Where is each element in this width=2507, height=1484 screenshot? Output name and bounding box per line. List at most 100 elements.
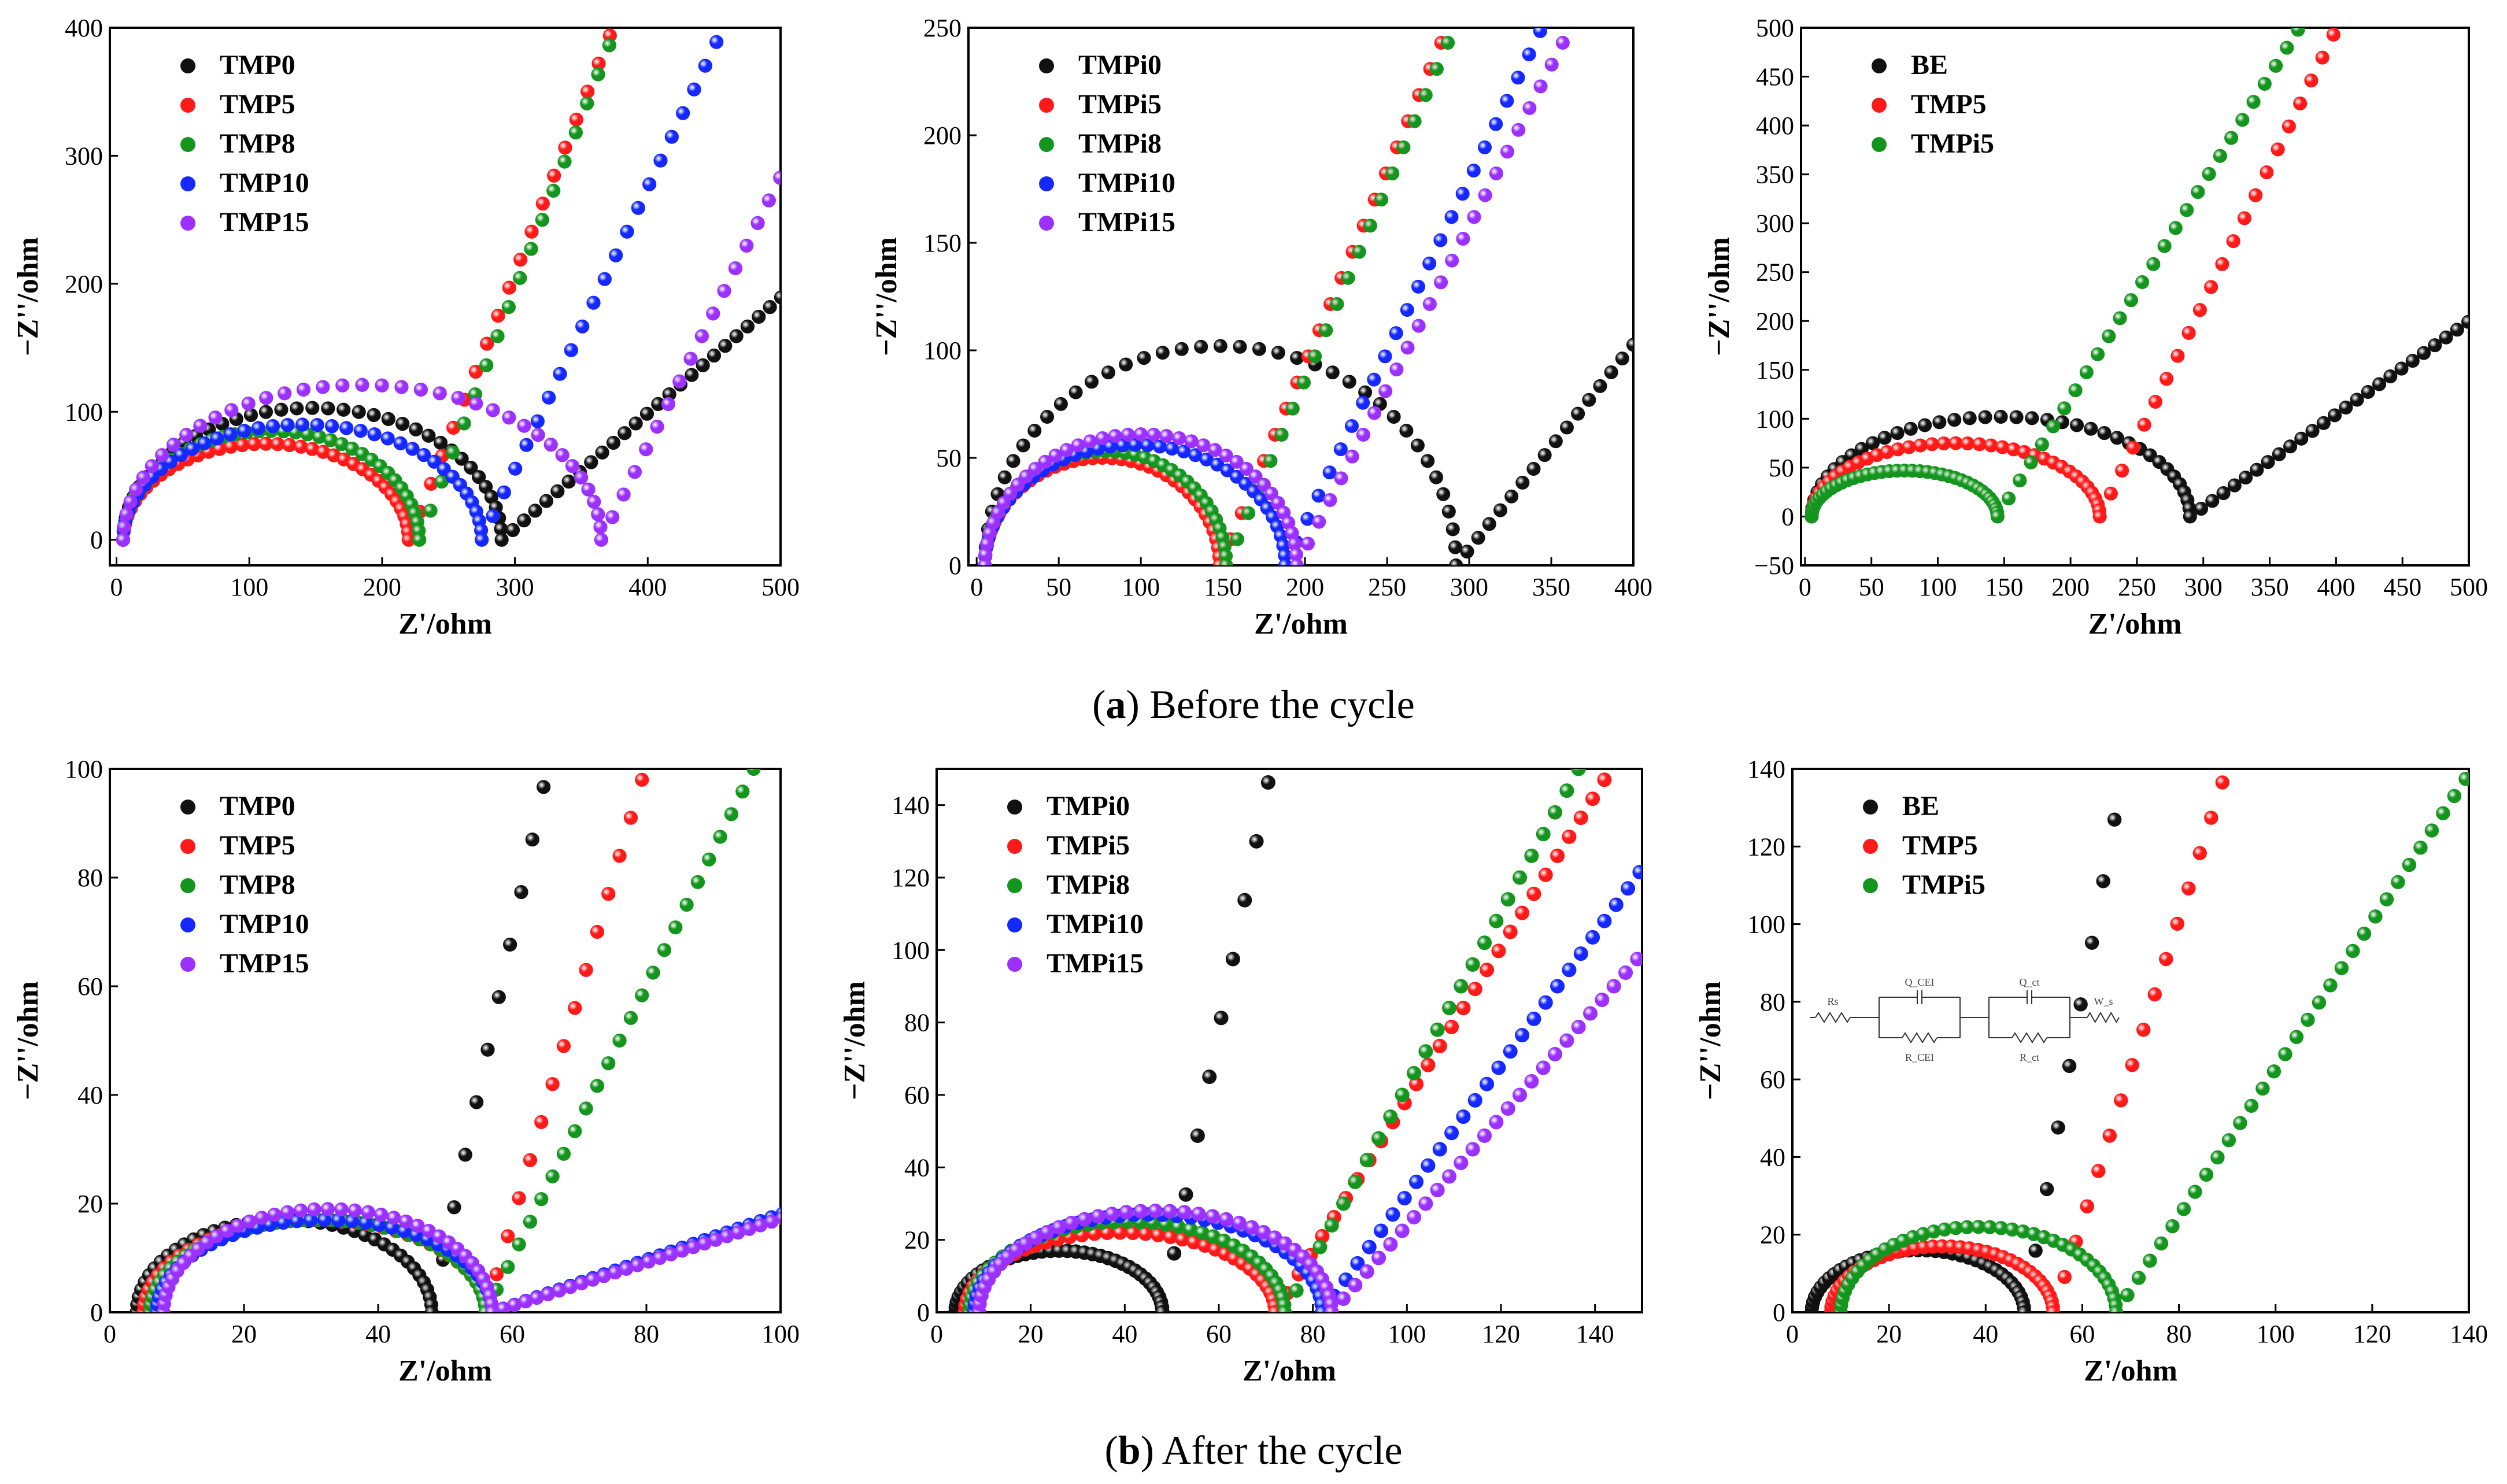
data-point — [1526, 886, 1541, 901]
data-point — [579, 963, 593, 977]
data-point — [1400, 303, 1414, 317]
data-point — [2473, 308, 2486, 321]
data-point — [1249, 834, 1264, 849]
data-point — [545, 1169, 560, 1184]
data-point — [2199, 1167, 2214, 1182]
y-tick-label: 250 — [923, 14, 962, 42]
data-point — [1395, 1087, 1410, 1102]
data-point — [2302, 5, 2316, 18]
data-point — [258, 405, 273, 419]
legend-marker-TMPi10 — [1039, 176, 1054, 191]
data-point — [2170, 916, 2184, 931]
data-point — [1421, 1057, 1436, 1072]
data-point — [2238, 471, 2253, 485]
data-point — [1477, 935, 1492, 950]
circuit-label: W_s — [2094, 995, 2113, 1007]
data-point — [1593, 379, 1607, 393]
data-point — [690, 875, 705, 889]
legend-label-TMPi15: TMPi15 — [1047, 948, 1144, 979]
data-point — [1555, 36, 1570, 50]
y-axis-title: −Z''/ohm — [12, 981, 45, 1100]
data-point — [271, 437, 285, 452]
data-point — [1604, 365, 1618, 380]
data-point — [237, 424, 252, 438]
legend-label-TMPi5: TMPi5 — [1911, 128, 1994, 159]
data-point — [623, 811, 638, 825]
data-point — [606, 435, 621, 450]
y-tick-label: 60 — [904, 1081, 930, 1109]
x-tick-label: 40 — [1112, 1320, 1137, 1348]
y-tick-label: 250 — [1756, 258, 1794, 287]
data-point — [787, 1203, 801, 1216]
data-point — [2180, 203, 2194, 217]
data-point — [2227, 478, 2242, 493]
data-point — [565, 459, 580, 473]
data-point — [639, 442, 653, 457]
data-point — [1478, 188, 1492, 202]
data-point — [2168, 221, 2183, 235]
data-point — [614, 9, 627, 23]
data-point — [491, 308, 505, 323]
data-point — [497, 485, 511, 499]
x-tick-label: 100 — [761, 1320, 800, 1348]
legend-label-TMP10: TMP10 — [220, 909, 309, 939]
x-axis-title: Z'/ohm — [1254, 608, 1348, 641]
data-point — [2204, 280, 2218, 294]
data-point — [1491, 1060, 1506, 1075]
data-point — [1467, 210, 1481, 224]
data-point — [2125, 1058, 2139, 1072]
data-point — [1108, 429, 1122, 443]
data-point — [210, 431, 224, 446]
data-point — [2255, 1081, 2270, 1096]
plot-area — [116, 9, 781, 547]
data-point — [432, 386, 447, 401]
y-tick-label: 200 — [1756, 307, 1794, 335]
data-point — [1191, 1207, 1206, 1222]
data-point — [501, 300, 516, 314]
data-point — [512, 1237, 526, 1252]
data-point — [773, 171, 781, 185]
data-point — [2269, 58, 2283, 73]
data-point — [1618, 965, 1633, 980]
data-point — [2379, 892, 2394, 906]
circuit-label: Rs — [1827, 995, 1838, 1007]
data-point — [247, 437, 261, 452]
data-point — [320, 1202, 335, 1216]
data-point — [2470, 755, 2483, 768]
series-TMP0 — [116, 290, 781, 547]
data-point — [405, 442, 420, 456]
x-tick-label: 200 — [1286, 573, 1324, 601]
legend: TMPi0 TMPi5 TMPi8 TMPi10 TMPi15 — [1039, 50, 1175, 238]
data-point — [1584, 740, 1598, 754]
data-point — [1077, 1212, 1092, 1227]
data-point — [2291, 28, 2305, 37]
data-point — [295, 417, 310, 432]
data-point — [2102, 1128, 2117, 1143]
data-point — [1641, 943, 1642, 948]
data-point — [1550, 848, 1565, 863]
data-point — [1990, 509, 2005, 524]
data-point — [1016, 438, 1030, 453]
data-point — [1548, 1047, 1563, 1061]
data-point — [1545, 1, 1558, 14]
data-point — [1367, 406, 1382, 420]
data-point — [1609, 754, 1623, 768]
data-point — [687, 82, 701, 97]
data-point — [446, 445, 460, 460]
data-point — [2157, 239, 2172, 253]
data-point — [528, 504, 542, 518]
y-tick-label: 100 — [65, 755, 103, 783]
data-point — [2305, 424, 2320, 438]
data-point — [1395, 1223, 1410, 1238]
data-point — [535, 213, 549, 227]
data-point — [546, 183, 561, 198]
data-point — [1630, 952, 1642, 967]
legend-label-BE: BE — [1911, 50, 1948, 80]
data-point — [1456, 1109, 1471, 1124]
data-point — [2188, 1185, 2202, 1199]
data-point — [117, 520, 131, 534]
x-tick-label: 100 — [230, 573, 268, 601]
data-point — [1903, 421, 1918, 436]
data-point — [254, 1211, 269, 1225]
legend-marker-TMP8 — [180, 137, 195, 152]
